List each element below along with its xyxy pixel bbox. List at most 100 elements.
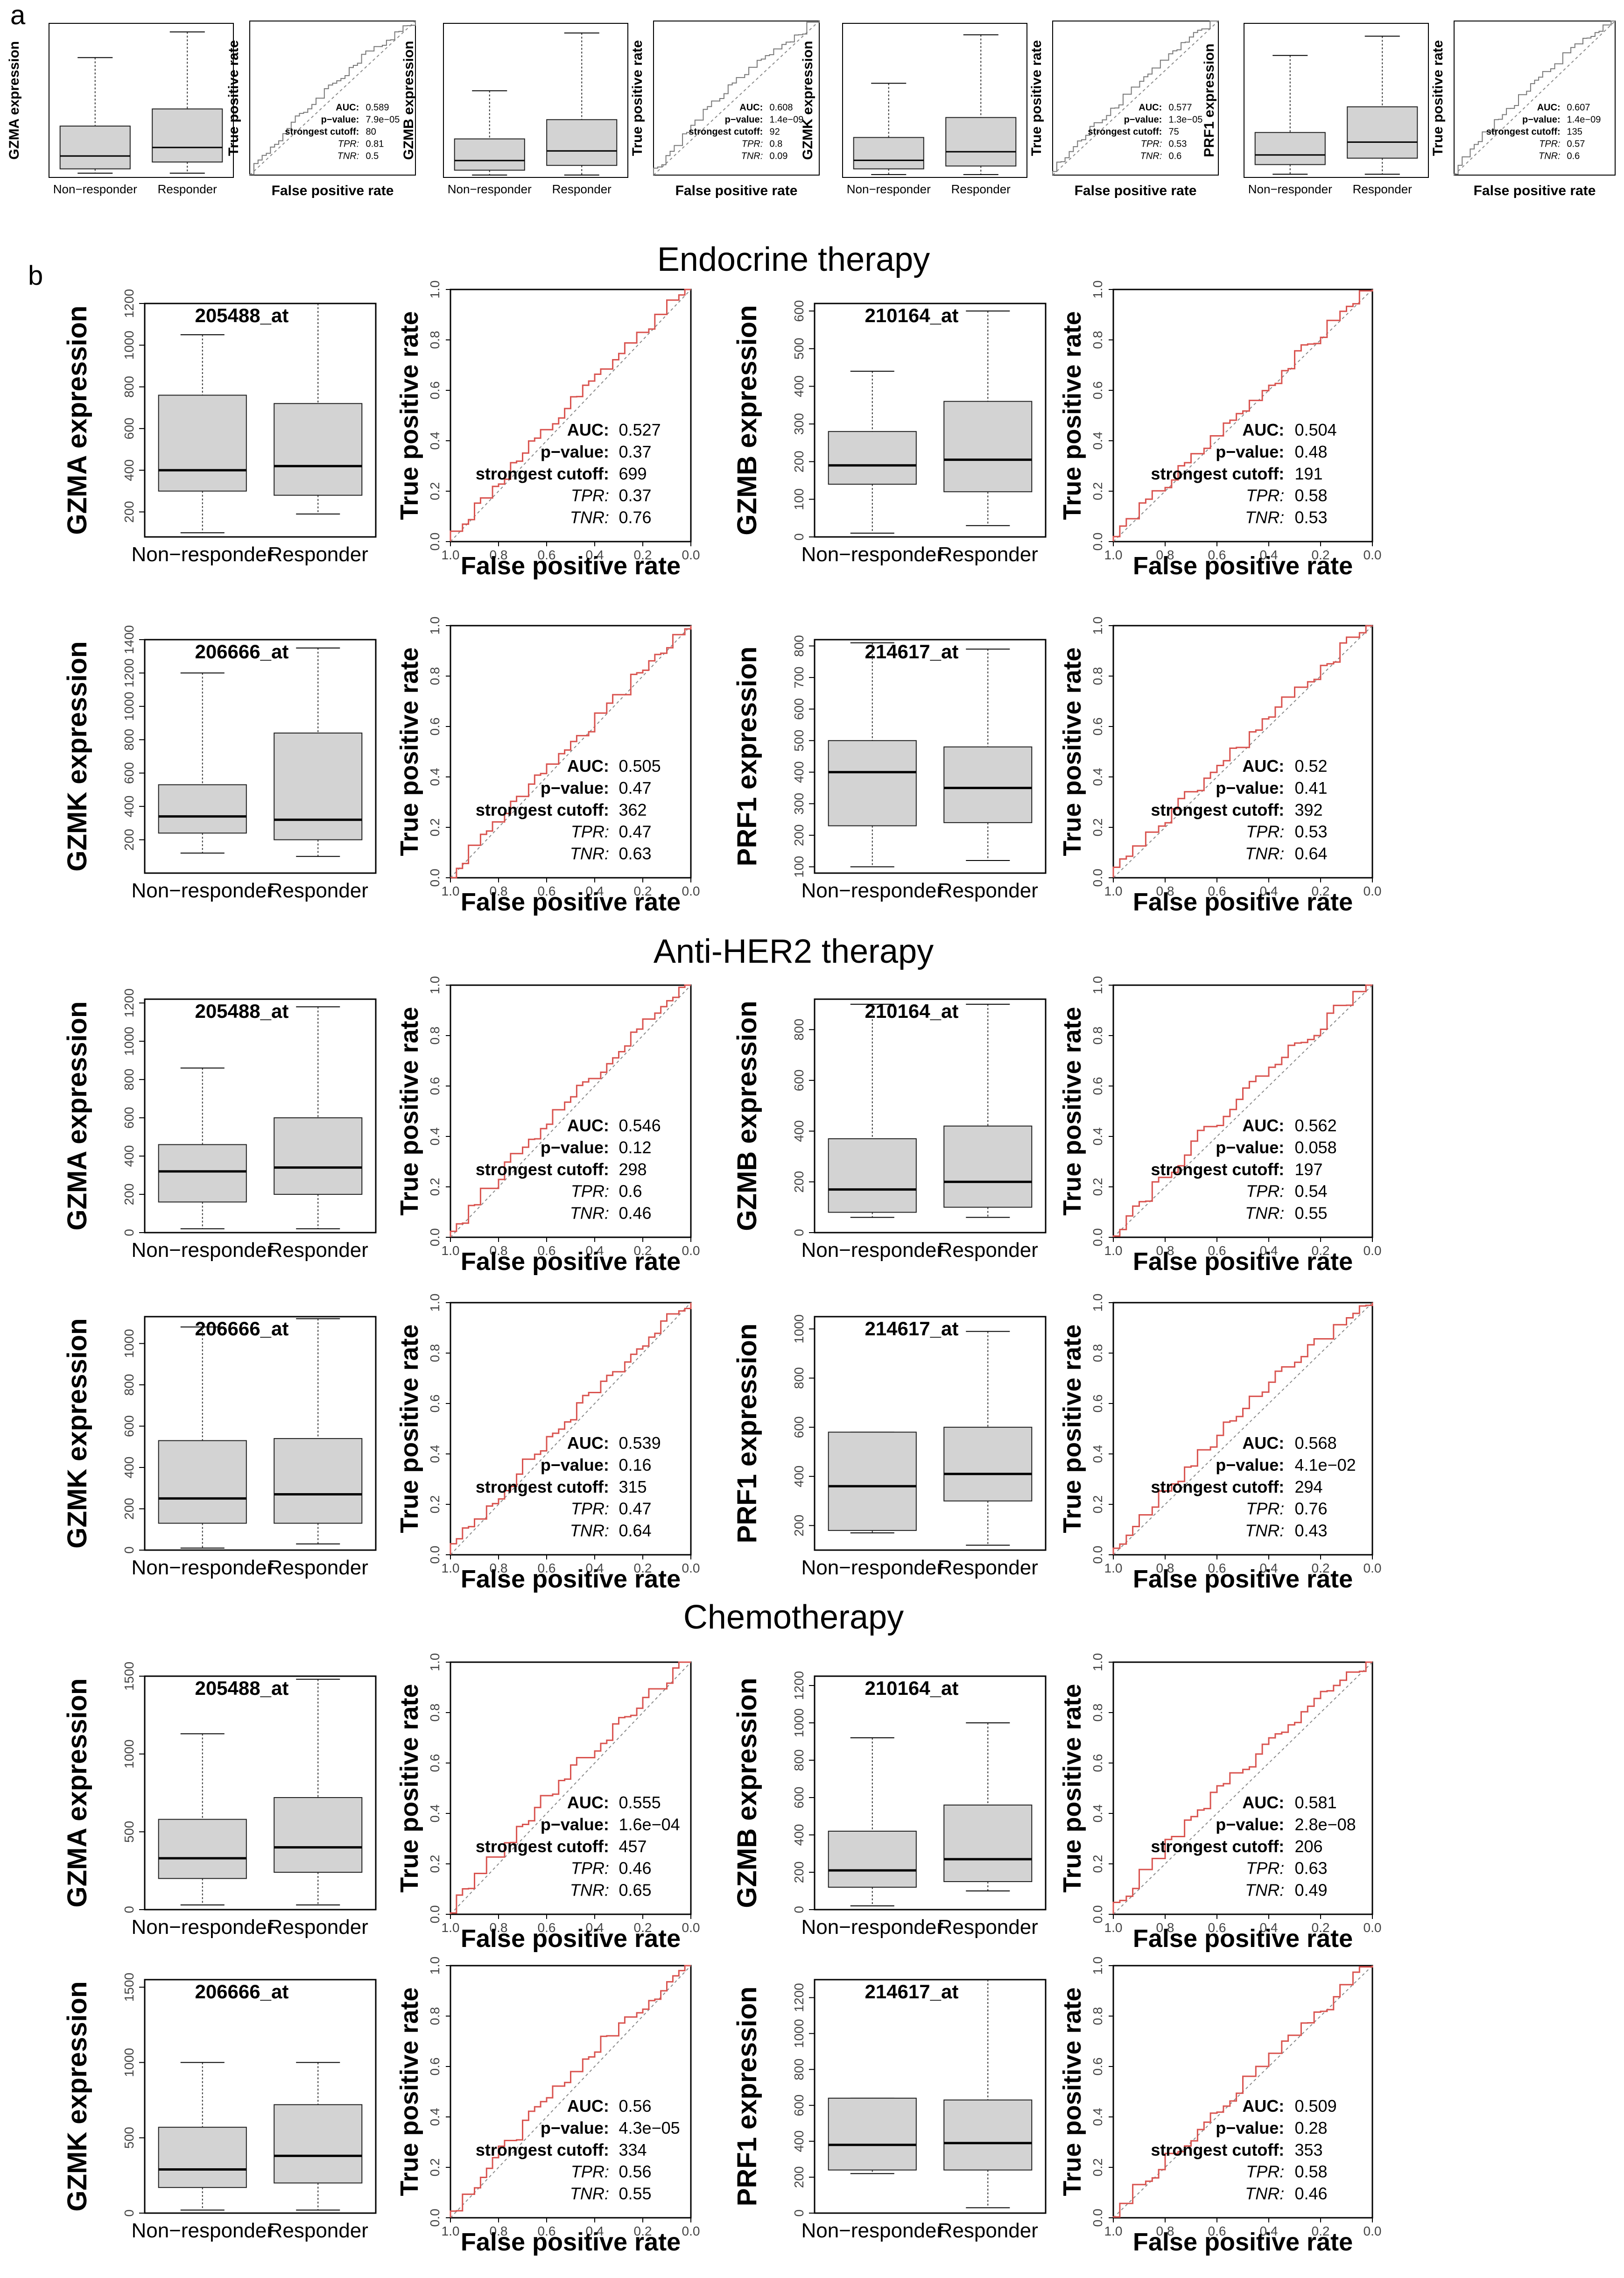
y-tick-label: 0.8 [428, 1027, 442, 1045]
stat-label: TPR: [338, 139, 359, 149]
y-tick-label: 0.2 [428, 2158, 442, 2177]
y-tick-label: 1000 [122, 1027, 136, 1056]
box-iqr [274, 1438, 363, 1524]
stat-value: 206 [1295, 1837, 1323, 1856]
y-axis-label: True positive rate [1058, 647, 1086, 856]
x-axis-label: False positive rate [1075, 183, 1197, 198]
stat-value: 0.49 [1295, 1880, 1328, 1899]
stat-label: AUC: [567, 1433, 609, 1453]
stat-value: 0.8 [770, 139, 783, 149]
x-axis-label: False positive rate [1474, 183, 1596, 198]
x-tick-label: 0.8 [1156, 2224, 1174, 2238]
y-tick-label: 600 [122, 762, 136, 784]
plot-frame [443, 23, 628, 178]
y-axis-label: True positive rate [1058, 1987, 1086, 2196]
stat-value: 1.6e−04 [619, 1815, 680, 1834]
roc-chart: 1.0 0.8 0.6 0.4 0.2 0.00.00.20.40.60.81.0Fals… [1058, 617, 1381, 916]
roc-chart: 1.0 0.8 0.6 0.4 0.2 0.00.00.20.40.60.81.0Fals… [395, 1294, 700, 1593]
stat-value: 0.608 [770, 102, 793, 113]
roc-chart: 1.0 0.8 0.6 0.4 0.2 0.00.00.20.40.60.81.0Fals… [1058, 1294, 1381, 1593]
plot-frame [1454, 21, 1616, 176]
chart-title: 205488_at [195, 1677, 288, 1699]
plot-frame [450, 984, 692, 1238]
y-tick-label: 1000 [792, 1708, 806, 1737]
x-tick-label: 1.0 [442, 548, 460, 562]
x-tick-label: 0.0 [682, 1561, 700, 1575]
box-iqr [546, 119, 618, 166]
roc-chart: 1.0 0.8 0.6 0.4 0.2 0.00.00.20.40.60.81.0Fals… [395, 976, 700, 1276]
group-label: Non−responder [801, 1916, 943, 1939]
y-tick-label: 0 [122, 1906, 136, 1913]
box-iqr [158, 2127, 247, 2188]
stat-label: AUC: [567, 420, 609, 439]
y-tick-label: 1200 [122, 988, 136, 1017]
y-tick-label: 1.0 [1090, 976, 1105, 994]
x-tick-label: 0.6 [1208, 884, 1226, 898]
y-axis-label: GZMK expression [62, 1318, 92, 1548]
stat-value: 0.568 [1295, 1433, 1337, 1453]
box-iqr [828, 1138, 917, 1213]
boxplot-chart: GZMK expression 0 200 400 600 800 1000 206666_a… [62, 1316, 377, 1579]
y-axis-label: True positive rate [395, 1684, 423, 1892]
box-iqr [943, 746, 1033, 823]
y-tick-label: 0.0 [428, 1905, 442, 1924]
stat-label: strongest cutoff: [689, 127, 763, 137]
chart-title: 205488_at [195, 1000, 288, 1022]
roc-curve [249, 21, 416, 175]
x-tick-label: 0.0 [1364, 1243, 1382, 1258]
group-label: Responder [938, 2219, 1038, 2242]
stat-value: 0.504 [1295, 420, 1337, 439]
stat-label: strongest cutoff: [1088, 127, 1162, 137]
y-tick-label: 0.8 [1090, 2007, 1105, 2025]
y-tick-label: 0 [122, 1546, 136, 1554]
plot-frame [450, 1302, 692, 1556]
stat-label: strongest cutoff: [1151, 1837, 1284, 1856]
y-tick-label: 0.2 [1090, 818, 1105, 837]
chart-title: 206666_at [195, 1318, 288, 1340]
stat-value: 0.55 [1295, 1203, 1328, 1222]
y-tick-label: 0.6 [428, 381, 442, 400]
stat-value: 4.1e−02 [1295, 1455, 1356, 1474]
boxplot-chart: GZMK expression 200 400 600 800 1000 1200 1400 2… [62, 625, 377, 902]
y-tick-label: 800 [792, 1749, 806, 1771]
plot-frame [1112, 1661, 1373, 1915]
stat-label: AUC: [1537, 102, 1561, 113]
plot-frame [653, 21, 820, 176]
group-label: Non−responder [801, 879, 943, 902]
diagonal-reference [450, 1662, 691, 1915]
stat-value: 0.37 [619, 486, 652, 505]
y-tick-label: 200 [792, 2166, 806, 2188]
x-tick-label: 0.6 [1208, 2224, 1226, 2238]
stat-value: 191 [1295, 464, 1323, 483]
y-tick-label: 0.8 [1090, 1344, 1105, 1362]
charts-layer: GZMA expression Non−responder Responder Fal… [7, 21, 1616, 2256]
y-axis-label: True positive rate [1058, 311, 1086, 520]
stat-value: 392 [1295, 800, 1323, 819]
y-tick-label: 0 [792, 1229, 806, 1236]
stat-label: AUC: [567, 756, 609, 776]
plot-frame [814, 1316, 1047, 1551]
stat-label: TNR: [570, 1521, 609, 1540]
stat-label: strongest cutoff: [476, 1477, 609, 1496]
y-tick-label: 1.0 [428, 1957, 442, 1975]
boxplot-chart: GZMA expression 0 500 1000 1500 205488_at Non−… [62, 1662, 377, 1939]
y-tick-label: 400 [122, 1145, 136, 1167]
stat-value: 0.581 [1295, 1793, 1337, 1812]
stat-value: 0.46 [619, 1859, 652, 1878]
box-iqr [274, 1117, 363, 1195]
y-axis-label: True positive rate [1058, 1007, 1086, 1215]
diagonal-reference [1113, 625, 1373, 878]
y-tick-label: 200 [122, 501, 136, 523]
box-iqr [158, 1819, 247, 1879]
stat-label: TNR: [1245, 508, 1284, 527]
stat-label: AUC: [567, 2096, 609, 2116]
y-axis-label: GZMA expression [62, 1001, 92, 1231]
x-tick-label: 0.8 [490, 1920, 508, 1935]
x-tick-label: 0.8 [1156, 548, 1174, 562]
y-tick-label: 600 [792, 1070, 806, 1092]
x-tick-label: 0.8 [490, 884, 508, 898]
roc-curve [1112, 289, 1373, 542]
stat-value: 0.54 [1295, 1182, 1328, 1201]
stat-label: TPR: [742, 139, 763, 149]
stat-label: AUC: [567, 1116, 609, 1135]
